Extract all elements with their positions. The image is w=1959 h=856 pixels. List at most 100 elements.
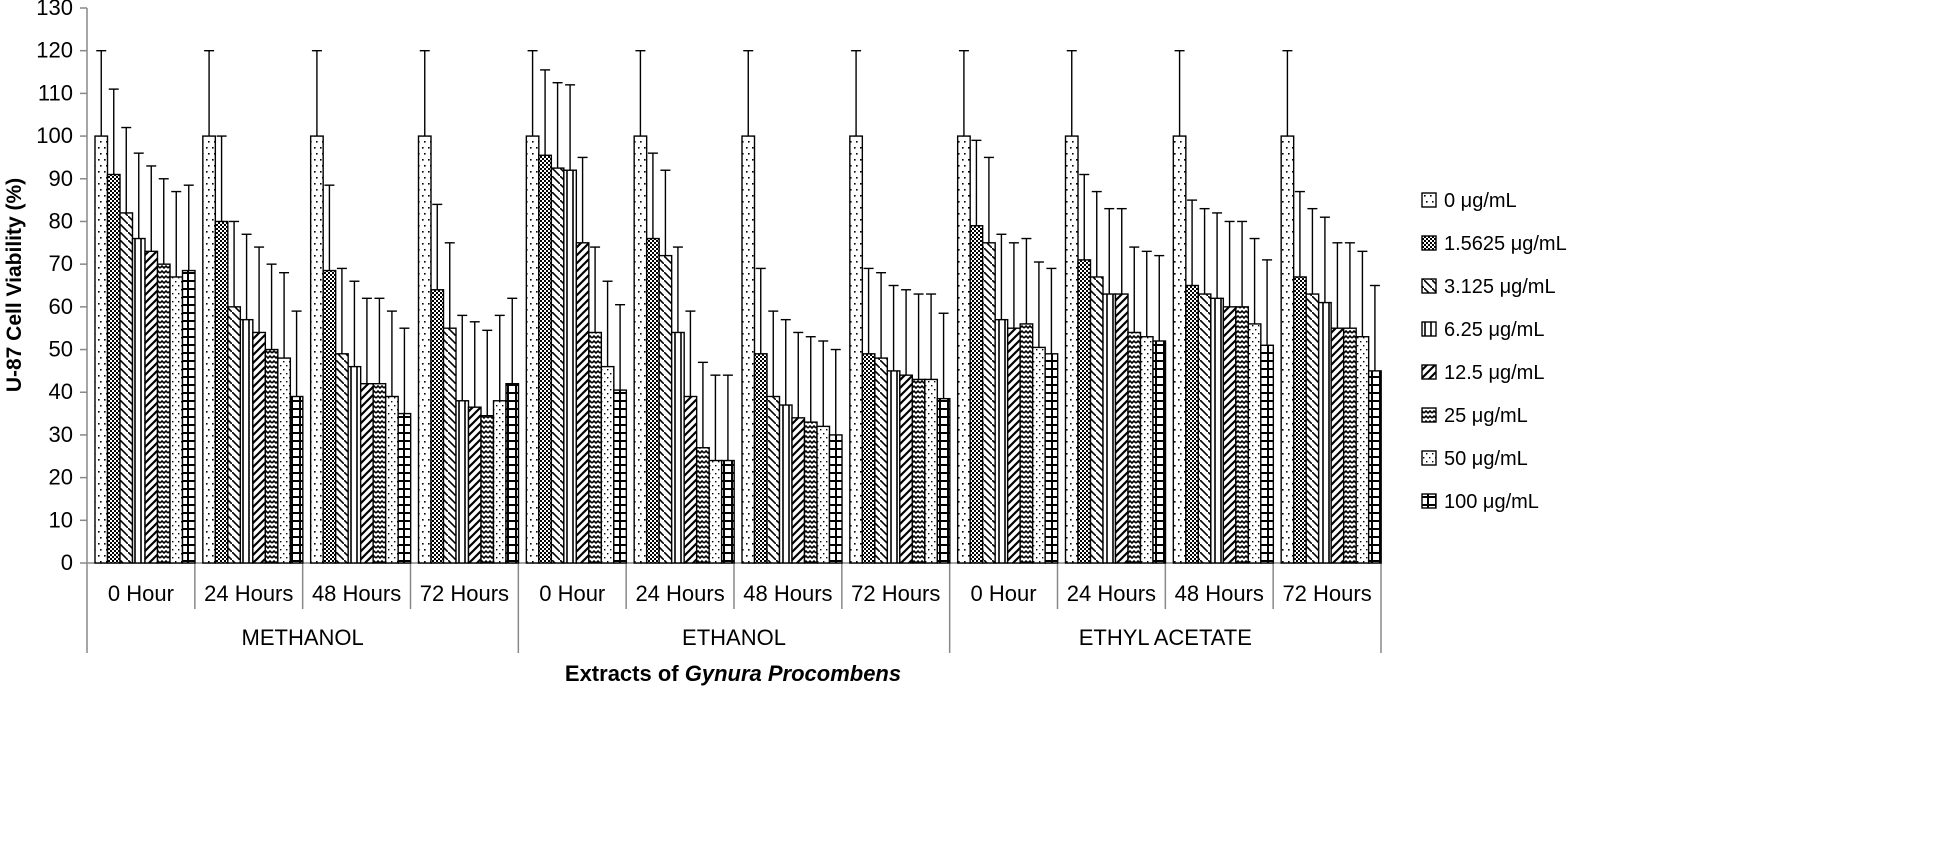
bar	[1077, 259, 1092, 564]
y-tick-label: 100	[36, 123, 73, 148]
x-category-label: 24 Hours	[204, 581, 293, 606]
y-tick-label: 30	[49, 422, 73, 447]
bar	[1247, 323, 1262, 564]
bar	[911, 378, 926, 564]
bar	[1342, 327, 1357, 564]
bar	[1305, 293, 1320, 564]
legend-swatch	[1421, 493, 1437, 509]
legend-label: 50 μg/mL	[1444, 448, 1528, 470]
bar	[492, 400, 507, 564]
bar	[309, 135, 324, 564]
bar	[202, 135, 217, 564]
bar	[588, 331, 603, 564]
bar	[227, 306, 242, 564]
bar	[956, 135, 971, 564]
bar	[658, 254, 673, 564]
legend-label: 3.125 μg/mL	[1444, 276, 1556, 298]
bar	[119, 212, 134, 564]
bar	[1222, 306, 1237, 564]
legend-label: 100 μg/mL	[1444, 491, 1539, 513]
bar	[1006, 327, 1021, 564]
bar	[214, 220, 229, 564]
bar	[563, 169, 578, 564]
y-tick-label: 110	[38, 80, 73, 105]
bar	[708, 459, 723, 564]
bar	[695, 447, 710, 564]
bar	[613, 389, 628, 564]
bar	[359, 382, 374, 564]
bar	[1127, 331, 1142, 564]
bar	[480, 415, 495, 564]
legend-label: 12.5 μg/mL	[1444, 362, 1544, 384]
bar	[289, 395, 304, 564]
bar	[778, 404, 793, 564]
bar	[94, 135, 109, 564]
bar	[753, 353, 768, 564]
legend-swatch	[1421, 278, 1437, 294]
y-tick-label: 10	[49, 507, 73, 532]
y-tick-label: 50	[49, 337, 73, 362]
bar	[969, 225, 984, 564]
bar	[430, 289, 445, 564]
x-axis-title-species: Gynura Procombens	[685, 661, 901, 686]
bar	[277, 357, 292, 564]
legend-swatch	[1421, 192, 1437, 208]
y-tick-label: 40	[49, 379, 73, 404]
bar	[1235, 306, 1250, 564]
bar	[442, 327, 457, 564]
x-category-label: 72 Hours	[1282, 581, 1371, 606]
bar	[181, 269, 196, 564]
bar	[538, 154, 553, 564]
bar	[1114, 293, 1129, 564]
y-tick-label: 60	[49, 294, 73, 319]
y-axis-title: U-87 Cell Viability (%)	[3, 178, 26, 392]
bar	[467, 406, 482, 564]
bar	[264, 348, 279, 564]
bar	[828, 434, 843, 564]
x-category-label: 0 Hour	[108, 581, 174, 606]
bar	[1280, 135, 1295, 564]
x-category-label: 72 Hours	[851, 581, 940, 606]
bar	[1019, 323, 1034, 564]
bar	[1089, 276, 1104, 564]
x-category-label: 0 Hour	[971, 581, 1037, 606]
bar	[1152, 340, 1167, 564]
bar	[252, 331, 267, 564]
bar	[239, 318, 254, 564]
bar	[803, 421, 818, 564]
bar	[1172, 135, 1187, 564]
x-axis-title-prefix: Extracts of	[565, 661, 685, 686]
bar	[766, 395, 781, 564]
bar	[924, 378, 939, 564]
bar	[144, 250, 159, 564]
bar	[1367, 370, 1382, 564]
bar	[106, 173, 121, 564]
bar	[633, 135, 648, 564]
legend-label: 0 μg/mL	[1444, 190, 1517, 212]
bar	[550, 167, 565, 564]
bar	[347, 365, 362, 564]
legend-swatch	[1421, 364, 1437, 380]
bar	[156, 263, 171, 564]
bar	[936, 397, 951, 564]
bar	[1197, 293, 1212, 564]
y-tick-label: 0	[61, 550, 73, 575]
bar	[1139, 336, 1154, 564]
bar	[1260, 344, 1275, 564]
y-tick-label: 130	[36, 0, 73, 20]
bar	[645, 237, 660, 564]
bar	[899, 374, 914, 564]
bar	[334, 353, 349, 564]
bar	[1064, 135, 1079, 564]
x-axis-title: Extracts of Gynura Procombens	[565, 661, 901, 686]
x-group-label: ETHYL ACETATE	[1079, 625, 1252, 650]
x-category-label: 48 Hours	[743, 581, 832, 606]
x-category-label: 24 Hours	[635, 581, 724, 606]
bar	[1210, 297, 1225, 564]
bar	[741, 135, 756, 564]
bar	[886, 370, 901, 564]
bar	[1185, 284, 1200, 564]
y-tick-label: 70	[49, 251, 73, 276]
bar	[397, 412, 412, 564]
